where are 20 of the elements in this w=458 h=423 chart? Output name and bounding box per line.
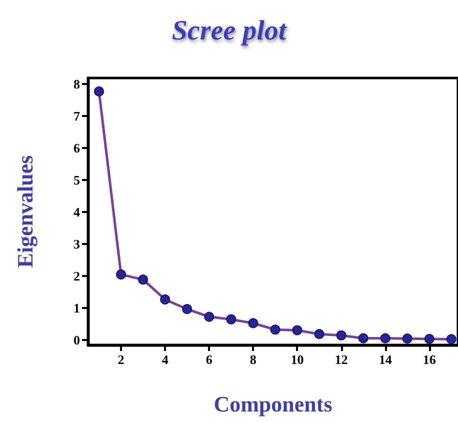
- y-axis-title: Eigenvalues: [12, 154, 38, 268]
- y-tick-label: 4: [74, 204, 80, 220]
- y-tick-label: 0: [74, 332, 80, 348]
- x-tick-label: 8: [250, 352, 257, 367]
- chart-title: Scree plot: [172, 16, 288, 46]
- x-axis-title: Components: [214, 392, 333, 416]
- y-tick-label: 3: [74, 236, 80, 252]
- x-tick-label: 2: [118, 352, 124, 367]
- x-tick-label: 6: [206, 352, 213, 367]
- y-tick-label: 1: [74, 300, 80, 316]
- x-tick-label: 4: [162, 352, 169, 367]
- y-tick-label: 6: [74, 140, 80, 156]
- x-tick-label: 14: [378, 352, 392, 367]
- y-tick-label: 7: [74, 108, 80, 124]
- y-tick-label: 8: [74, 76, 80, 92]
- x-tick-label: 16: [422, 352, 436, 367]
- x-tick-label: 12: [334, 352, 348, 367]
- y-tick-label: 2: [74, 268, 80, 284]
- y-tick-label: 5: [74, 172, 80, 188]
- x-tick-label: 10: [290, 352, 304, 367]
